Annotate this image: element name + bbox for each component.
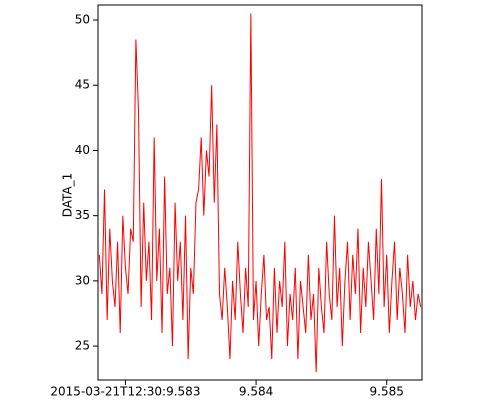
data-line: [98, 13, 422, 373]
y-tick-label: 35: [75, 208, 90, 222]
y-tick-label: 45: [75, 78, 90, 92]
x-tick-label: 2015-03-21T12:30:9.583: [50, 385, 200, 399]
y-tick-label: 40: [75, 143, 90, 157]
y-axis-label: DATA_1: [61, 173, 75, 218]
x-tick-label: 9.585: [370, 385, 404, 399]
y-tick-label: 25: [75, 339, 90, 353]
y-tick-label: 30: [75, 273, 90, 287]
y-tick-label: 50: [75, 13, 90, 27]
x-tick-label: 9.584: [239, 385, 273, 399]
plot-frame: [97, 4, 423, 381]
